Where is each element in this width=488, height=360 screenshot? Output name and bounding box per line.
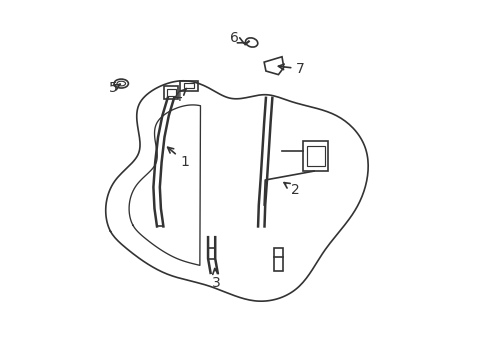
Text: 5: 5 [108, 81, 120, 95]
Ellipse shape [114, 79, 128, 88]
Bar [164, 86, 178, 99]
Ellipse shape [117, 81, 125, 86]
Bar [306, 146, 324, 166]
Text: 2: 2 [284, 183, 299, 197]
Ellipse shape [245, 38, 257, 47]
Bar [274, 248, 282, 271]
Text: 6: 6 [230, 31, 244, 45]
Polygon shape [264, 57, 283, 75]
Bar [180, 81, 198, 91]
Text: 3: 3 [212, 269, 221, 290]
Text: 7: 7 [278, 62, 305, 76]
Bar [303, 141, 328, 171]
Text: 4: 4 [173, 89, 186, 104]
Bar [166, 89, 176, 96]
Bar [183, 83, 194, 88]
Text: 1: 1 [167, 147, 189, 169]
